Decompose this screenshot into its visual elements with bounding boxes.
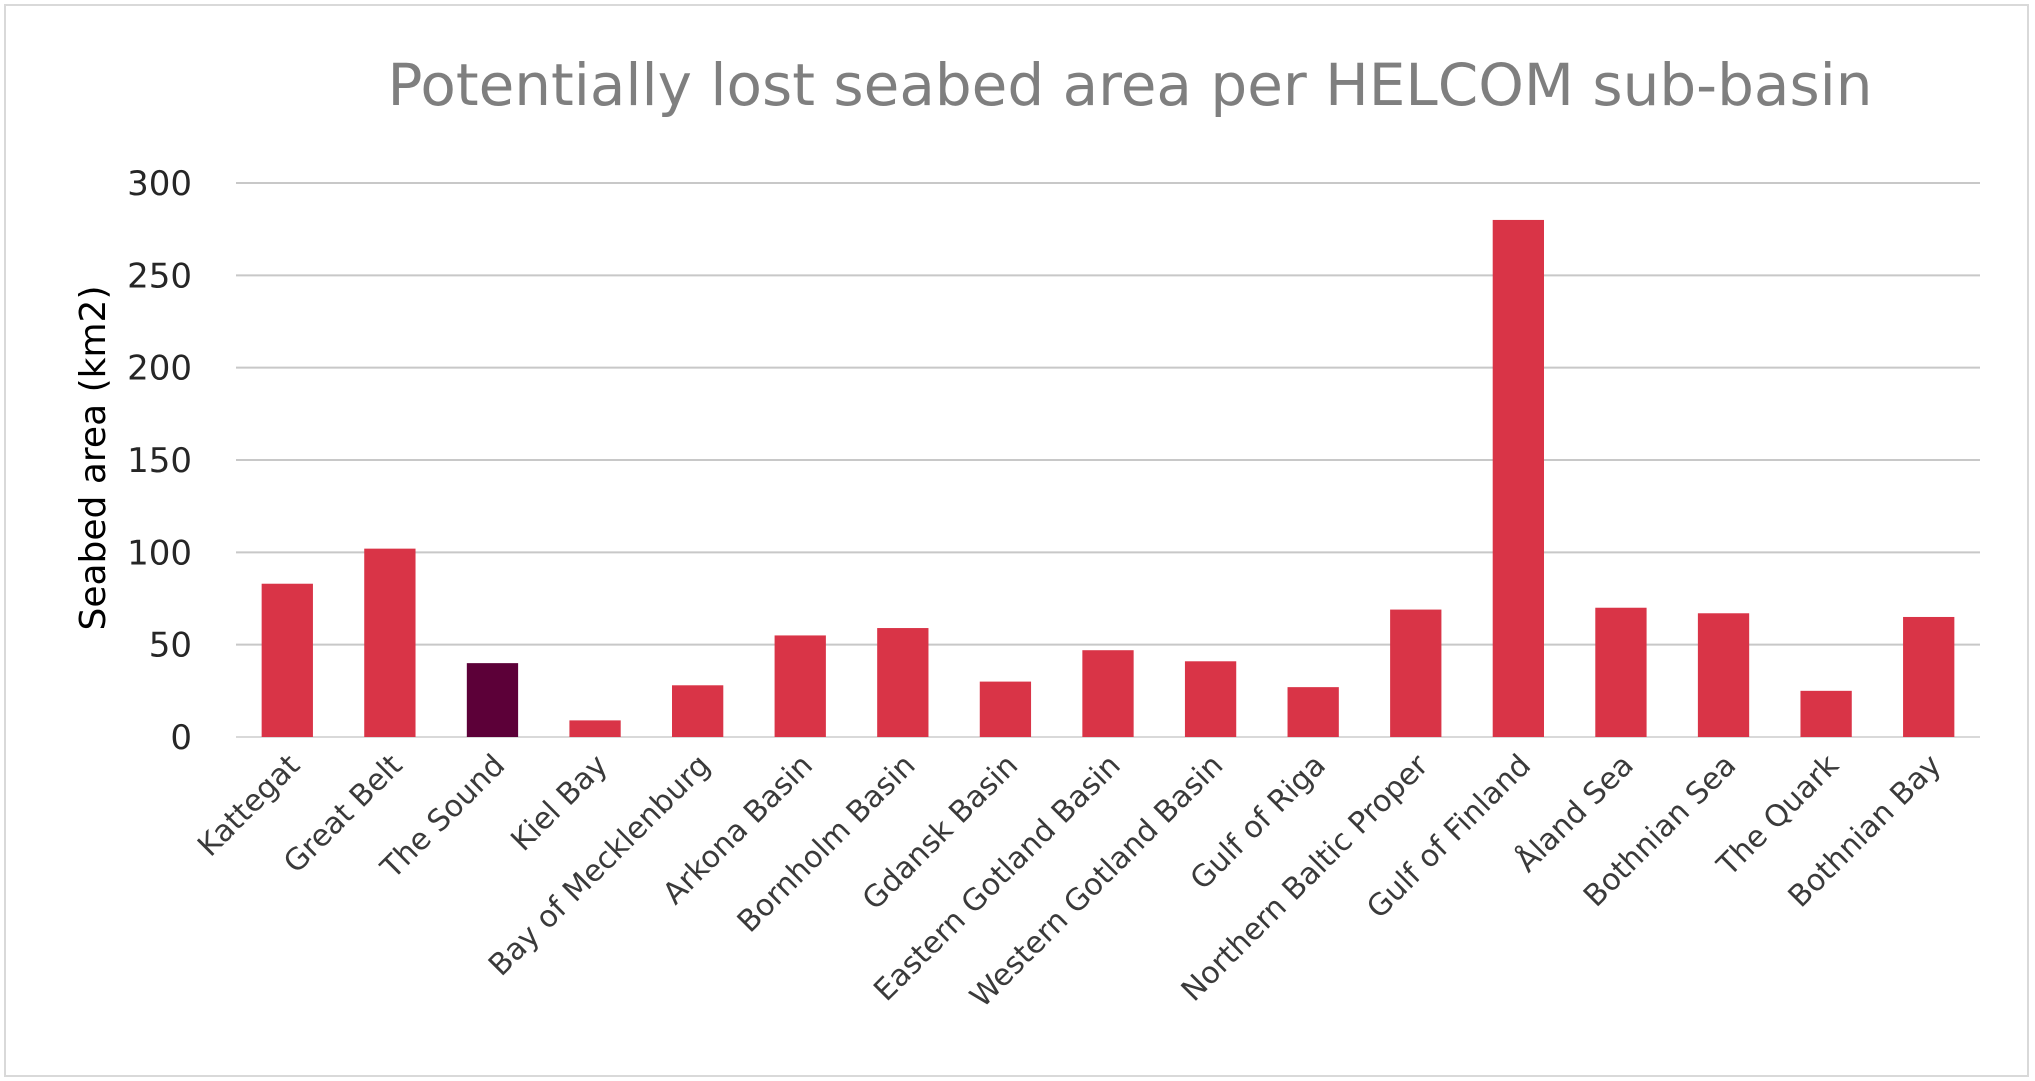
bar-eastern-gotland-basin (1082, 650, 1134, 737)
y-tick-label: 0 (170, 718, 192, 758)
bar-northern-baltic-proper (1390, 609, 1442, 737)
bar-kattegat (261, 583, 313, 737)
bar-western-gotland-basin (1184, 661, 1237, 737)
bar-bornholm-basin (877, 628, 929, 737)
bar-gulf-of-finland (1492, 219, 1544, 737)
y-tick-label: 300 (127, 164, 192, 204)
bar-bothnian-bay (1903, 616, 1955, 737)
bars (261, 219, 1955, 737)
y-axis-label: Seabed area (km2) (73, 286, 114, 631)
bar-bothnian-sea (1697, 613, 1750, 737)
chart-title: Potentially lost seabed area per HELCOM … (387, 51, 1872, 119)
y-tick-label: 250 (127, 256, 192, 296)
x-tick-label: Bornholm Basin (731, 748, 923, 940)
bar-bay-of-mecklenburg (672, 685, 724, 737)
y-tick-label: 50 (149, 626, 192, 666)
bar-great-belt (364, 548, 416, 737)
bar-kiel-bay (569, 720, 621, 737)
bar-the-quark (1800, 690, 1852, 737)
y-tick-label: 200 (127, 349, 192, 389)
bar-the-sound (466, 663, 519, 737)
y-tick-label: 100 (127, 533, 192, 573)
bar-arkona-basin (774, 635, 826, 737)
bar-gdansk-basin (979, 681, 1032, 737)
bar--land-sea (1595, 607, 1647, 737)
gridlines (236, 182, 1980, 738)
y-tick-label: 150 (127, 441, 192, 481)
y-axis-ticks: 0 50 100 150 200 250 300 (127, 164, 192, 758)
bar-gulf-of-riga (1287, 687, 1339, 737)
